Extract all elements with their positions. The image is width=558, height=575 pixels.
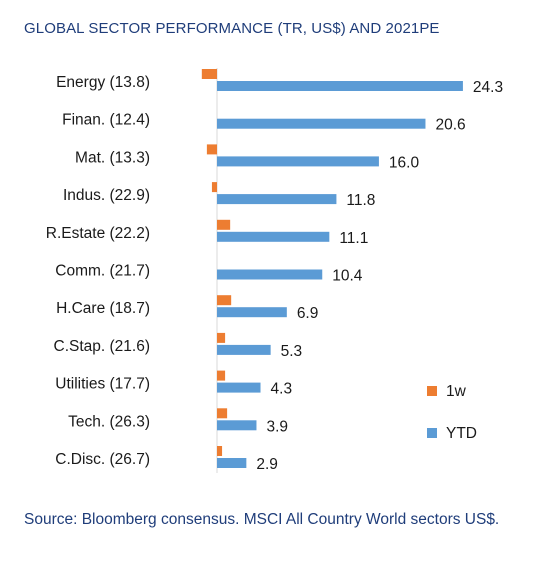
bar-ytd — [217, 420, 257, 431]
legend-item-ytd: YTD — [427, 425, 477, 442]
category-label: H.Care (18.7) — [56, 300, 150, 317]
bar-1w — [217, 408, 228, 419]
bar-1w — [217, 295, 232, 306]
labels-layer: Energy (13.8) 24.3 Finan. (12.4) 20.6 Mat. (… — [46, 74, 503, 473]
bar-1w — [217, 446, 223, 456]
category-label: Energy (13.8) — [56, 74, 150, 91]
bar-1w — [217, 219, 231, 230]
bar-1w — [201, 69, 217, 79]
chart-title: GLOBAL SECTOR PERFORMANCE (TR, US$) AND … — [24, 20, 440, 37]
category-label: Comm. (21.7) — [55, 263, 150, 280]
data-label-ytd: 4.3 — [271, 381, 293, 398]
data-label-ytd: 20.6 — [435, 117, 465, 134]
legend-item-1w: 1w — [427, 383, 467, 400]
bar-1w — [217, 370, 226, 381]
legend: 1w YTD — [427, 383, 477, 442]
bar-ytd — [217, 156, 379, 167]
data-label-ytd: 11.1 — [339, 230, 368, 247]
bar-1w — [206, 144, 217, 155]
bar-ytd — [217, 81, 463, 91]
bar-ytd — [217, 231, 330, 242]
data-label-ytd: 11.8 — [346, 192, 375, 209]
data-label-ytd: 3.9 — [266, 418, 288, 435]
category-label: Finan. (12.4) — [62, 112, 150, 129]
bar-ytd — [217, 458, 247, 468]
data-label-ytd: 10.4 — [332, 268, 363, 285]
bar-1w — [217, 332, 226, 343]
data-label-ytd: 2.9 — [256, 456, 278, 473]
bar-ytd — [217, 118, 426, 129]
category-label: Indus. (22.9) — [63, 187, 150, 204]
bar-ytd — [217, 382, 261, 393]
category-label: Utilities (17.7) — [55, 376, 150, 393]
bar-ytd — [217, 344, 271, 355]
data-label-ytd: 16.0 — [389, 154, 420, 171]
data-label-ytd: 6.9 — [297, 305, 319, 322]
legend-label: 1w — [446, 383, 467, 400]
legend-label: YTD — [446, 425, 477, 442]
bar-ytd — [217, 269, 323, 280]
bar-chart: Energy (13.8) 24.3 Finan. (12.4) 20.6 Mat. (… — [46, 68, 503, 473]
data-label-ytd: 24.3 — [473, 79, 503, 96]
bars-layer — [201, 69, 463, 468]
category-label: C.Disc. (26.7) — [55, 451, 150, 468]
category-label: R.Estate (22.2) — [46, 225, 150, 242]
bar-ytd — [217, 194, 337, 205]
category-label: Mat. (13.3) — [75, 149, 150, 166]
source-note: Source: Bloomberg consensus. MSCI All Co… — [24, 511, 500, 528]
category-label: C.Stap. (21.6) — [54, 338, 151, 355]
bar-ytd — [217, 307, 287, 318]
legend-swatch — [427, 428, 437, 438]
bar-1w — [211, 182, 217, 193]
data-label-ytd: 5.3 — [281, 343, 303, 360]
category-label: Tech. (26.3) — [68, 413, 150, 430]
legend-swatch — [427, 386, 437, 396]
